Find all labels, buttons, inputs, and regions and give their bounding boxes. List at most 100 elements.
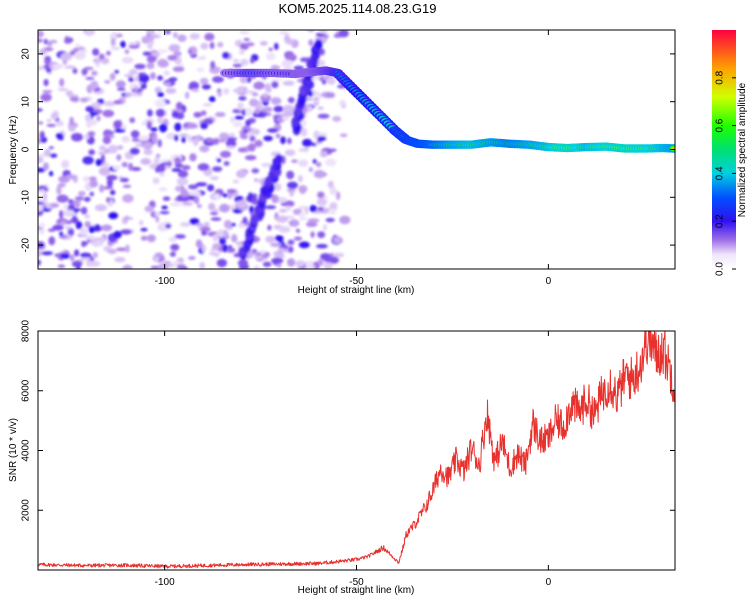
noise-blob [84,214,91,219]
noise-blob [295,228,301,233]
noise-blob [124,49,130,55]
y-tick-label: 6000 [21,379,32,402]
noise-blob [212,76,224,83]
noise-blob [283,200,295,207]
noise-blob [68,199,74,204]
noise-blob [217,90,222,97]
noise-blob [155,108,166,118]
noise-blob [317,258,324,266]
noise-blob [200,110,207,116]
noise-blob [74,50,86,60]
noise-blob [195,182,208,187]
noise-blob [39,189,46,194]
noise-blob [271,257,284,264]
noise-blob [239,199,247,209]
noise-blob [339,100,346,107]
noise-blob [142,36,153,42]
noise-blob [157,75,164,81]
noise-blob [146,120,152,130]
noise-blob [280,202,286,206]
noise-blob [239,30,250,35]
noise-blob [236,169,247,179]
noise-blob [287,181,298,189]
noise-blob [138,72,147,77]
noise-blob [155,153,161,159]
noise-blob [263,106,273,113]
noise-blob [306,264,317,269]
noise-blob [83,66,94,70]
noise-blob [143,149,153,156]
noise-blob [146,30,156,35]
noise-blob [232,179,239,184]
noise-blob [128,42,140,46]
noise-blob [191,88,200,93]
noise-blob [125,244,130,253]
noise-blob [75,43,80,48]
noise-blob [251,168,260,174]
noise-blob [317,231,326,239]
noise-blob [270,97,282,105]
noise-blob [184,91,190,99]
noise-blob [285,205,292,211]
noise-blob [282,80,295,86]
noise-blob [286,188,296,192]
noise-blob [286,170,295,180]
noise-blob [180,188,188,198]
snr-series-line [38,331,675,569]
noise-blob [122,184,132,188]
noise-blob [305,221,318,227]
noise-blob [116,145,124,150]
noise-blob [281,59,293,68]
noise-blob [284,149,296,156]
noise-blob [46,119,52,123]
noise-blob [253,265,260,269]
noise-blob [248,192,253,202]
noise-blob [204,33,215,41]
noise-blob [210,176,219,181]
noise-blob [38,38,44,43]
colorbar-tick-label: 0.2 [715,214,726,228]
noise-blob [104,162,110,168]
noise-blob [324,34,329,39]
x-tick-label: 0 [546,276,552,287]
noise-blob [223,161,230,166]
noise-blob [278,226,291,233]
noise-blob [157,30,163,34]
noise-blob [106,50,111,56]
noise-blob [157,49,169,54]
noise-blob [181,165,191,171]
noise-blob [140,235,148,241]
figure-title: KOM5.2025.114.08.23.G19 [278,1,437,16]
noise-blob [69,96,80,102]
noise-blob [188,256,196,260]
noise-blob [261,162,273,168]
noise-blob [59,78,65,87]
noise-blob [199,261,205,269]
noise-blob [72,123,78,127]
noise-blob [226,145,235,149]
noise-blob [103,130,115,136]
noise-blob [310,231,315,238]
colorbar-tick-label: 0.6 [715,118,726,132]
noise-blob [97,151,107,156]
spectrogram-y-axis-label: Frequency (Hz) [8,116,19,185]
y-tick-label: 20 [21,48,32,60]
noise-blob [328,148,337,152]
noise-blob [69,254,75,262]
noise-blob [203,118,214,125]
noise-blob [115,247,128,252]
noise-blob [329,256,339,264]
noise-blob [43,193,48,201]
noise-blob [285,53,297,62]
noise-blob [116,154,122,161]
noise-blob [339,133,348,138]
noise-blob [98,166,111,176]
noise-blob [110,189,116,196]
noise-blob [44,148,51,157]
noise-blob [168,236,178,242]
noise-blob [116,33,123,38]
noise-blob [152,177,160,185]
noise-blob [333,252,345,258]
noise-blob [154,252,164,258]
noise-blob [223,87,230,95]
